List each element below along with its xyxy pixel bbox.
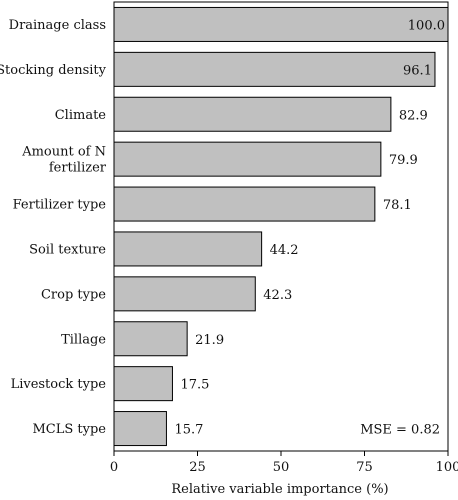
value-label-4: 78.1	[383, 198, 412, 213]
bar-6	[113, 276, 256, 312]
category-label-1: Stocking density	[0, 63, 107, 78]
value-label-9: 15.7	[174, 423, 203, 438]
category-label-4: Fertilizer type	[13, 198, 107, 213]
x-tick-label-1: 25	[189, 460, 206, 475]
category-label-8: Livestock type	[11, 377, 107, 392]
category-labels-group: Drainage class Stocking density Climate Amo…	[0, 18, 107, 437]
bar-3	[113, 141, 382, 177]
value-label-5: 44.2	[270, 243, 299, 258]
value-label-7: 21.9	[195, 333, 224, 348]
x-tick-label-0: 0	[110, 460, 118, 475]
category-label-9: MCLS type	[32, 422, 106, 437]
mse-annotation: MSE = 0.82	[360, 423, 440, 438]
category-label-6: Crop type	[41, 287, 106, 302]
value-label-0: 100.0	[408, 18, 445, 33]
category-label-5: Soil texture	[29, 242, 106, 257]
bar-1	[113, 51, 436, 87]
x-axis-ticks-group: 0 25 50 75 100	[110, 451, 458, 475]
value-label-8: 17.5	[180, 378, 209, 393]
bar-9	[113, 411, 167, 447]
value-label-2: 82.9	[399, 108, 428, 123]
x-tick-label-2: 50	[273, 460, 290, 475]
bar-4	[113, 186, 376, 222]
value-label-6: 42.3	[263, 288, 292, 303]
value-label-1: 96.1	[403, 63, 432, 78]
category-label-2: Climate	[55, 108, 107, 123]
category-label-0: Drainage class	[9, 18, 106, 33]
bar-2	[113, 96, 392, 132]
value-label-3: 79.9	[389, 153, 418, 168]
x-tick-label-3: 75	[356, 460, 373, 475]
bar-7	[113, 321, 188, 357]
bar-8	[113, 366, 173, 402]
bar-0	[113, 6, 449, 42]
category-label-7: Tillage	[61, 332, 106, 347]
bars-group	[113, 6, 449, 447]
value-labels-group: 100.0 96.1 82.9 79.9 78.1 44.2 42.3 21.9 17.5 15.…	[174, 18, 445, 437]
x-axis-title: Relative variable importance (%)	[171, 482, 388, 497]
bar-5	[113, 231, 263, 267]
x-tick-label-4: 100	[436, 460, 458, 475]
